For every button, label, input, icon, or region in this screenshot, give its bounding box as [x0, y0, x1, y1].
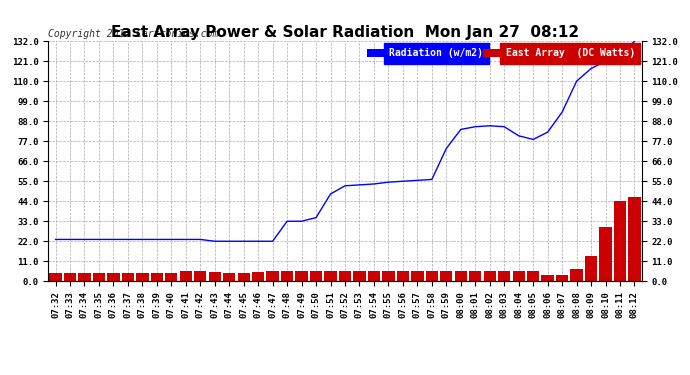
- Bar: [513, 271, 525, 281]
- Bar: [411, 271, 424, 281]
- Bar: [223, 273, 235, 281]
- Bar: [440, 271, 453, 281]
- Bar: [484, 271, 496, 281]
- Bar: [121, 273, 134, 281]
- Bar: [93, 273, 105, 281]
- Bar: [310, 271, 322, 281]
- Bar: [150, 273, 163, 281]
- Bar: [614, 201, 626, 281]
- Bar: [324, 271, 337, 281]
- Bar: [79, 273, 90, 281]
- Bar: [107, 273, 119, 281]
- Bar: [136, 273, 148, 281]
- Title: East Array Power & Solar Radiation  Mon Jan 27  08:12: East Array Power & Solar Radiation Mon J…: [111, 25, 579, 40]
- Bar: [426, 271, 438, 281]
- Bar: [179, 271, 192, 281]
- Text: Copyright 2014 Cartronics.com: Copyright 2014 Cartronics.com: [48, 29, 219, 39]
- Bar: [455, 271, 467, 281]
- Bar: [64, 273, 76, 281]
- Bar: [629, 197, 640, 281]
- Bar: [266, 271, 279, 281]
- Bar: [237, 273, 250, 281]
- Bar: [585, 256, 598, 281]
- Bar: [353, 271, 366, 281]
- Bar: [556, 275, 569, 281]
- Bar: [368, 271, 380, 281]
- Bar: [397, 271, 409, 281]
- Bar: [382, 271, 395, 281]
- Bar: [194, 271, 206, 281]
- Bar: [165, 273, 177, 281]
- Legend: Radiation (w/m2), East Array  (DC Watts): Radiation (w/m2), East Array (DC Watts): [365, 46, 637, 60]
- Bar: [527, 271, 540, 281]
- Bar: [469, 271, 482, 281]
- Bar: [252, 272, 264, 281]
- Bar: [281, 271, 293, 281]
- Bar: [600, 227, 611, 281]
- Bar: [498, 271, 511, 281]
- Bar: [542, 275, 554, 281]
- Bar: [571, 268, 583, 281]
- Bar: [50, 273, 61, 281]
- Bar: [208, 272, 221, 281]
- Bar: [339, 271, 351, 281]
- Bar: [295, 271, 308, 281]
